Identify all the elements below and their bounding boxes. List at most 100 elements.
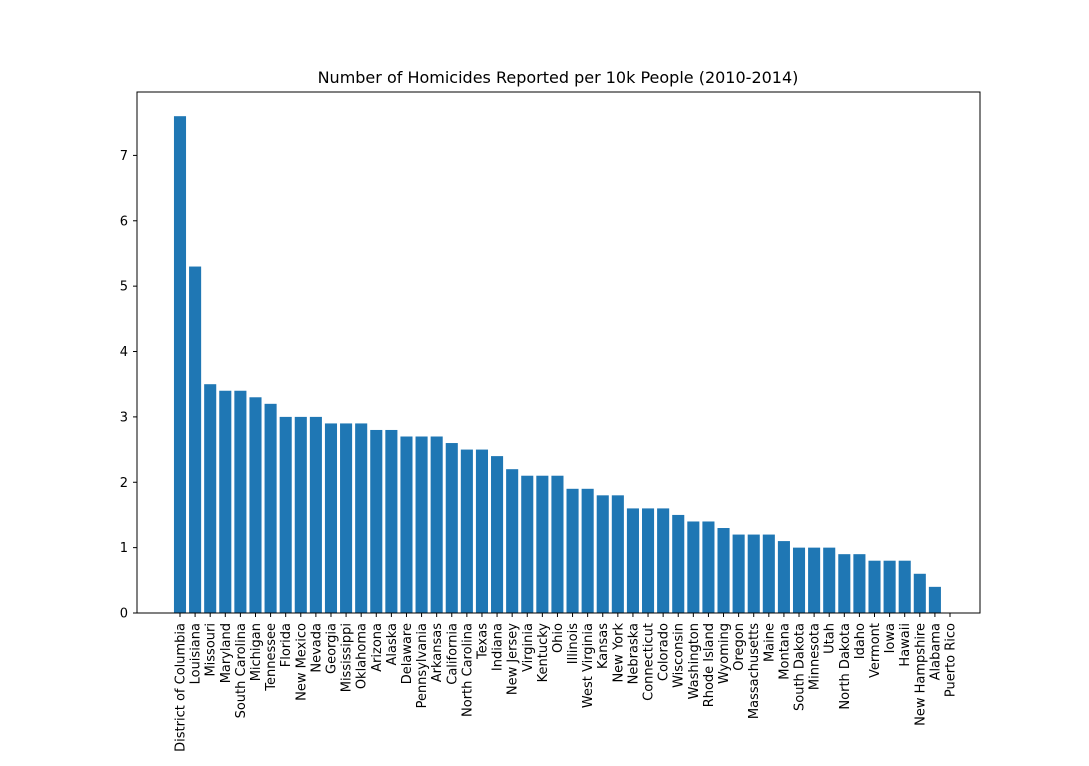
y-axis: 0 1 2 3 4 5 6 7 [120, 149, 137, 622]
bar [536, 475, 549, 613]
bar [491, 456, 504, 613]
y-tick-label: 3 [120, 410, 128, 425]
chart-title: Number of Homicides Reported per 10k Peo… [318, 68, 799, 87]
bar [883, 560, 896, 613]
bar [898, 560, 911, 613]
bar [400, 436, 413, 613]
bar [460, 449, 473, 613]
x-tick-label: Arkansas [430, 623, 445, 682]
bar [204, 384, 217, 613]
x-tick-label: Idaho [853, 623, 868, 659]
bar [611, 495, 624, 613]
x-tick-label: Tennessee [264, 623, 279, 692]
x-tick-label: Michigan [249, 623, 264, 681]
x-tick-label: Wisconsin [672, 623, 687, 688]
x-tick-label: New Mexico [294, 623, 309, 701]
x-tick-label: California [445, 623, 460, 685]
x-tick-label: New Jersey [506, 623, 521, 695]
y-tick-label: 1 [120, 541, 128, 556]
bar [551, 475, 564, 613]
bar [506, 469, 519, 613]
x-tick-label: Alaska [385, 623, 400, 666]
bar [687, 521, 700, 613]
bar [264, 403, 277, 613]
y-tick-label: 2 [120, 476, 128, 491]
x-tick-label: Oklahoma [355, 623, 370, 689]
bar [249, 397, 262, 613]
bar [747, 534, 760, 613]
x-tick-label: Washington [687, 623, 702, 699]
bar [370, 429, 383, 613]
bar [792, 547, 806, 613]
bar [355, 423, 368, 613]
x-tick-label: Arizona [370, 623, 385, 672]
x-tick-label: Missouri [204, 623, 219, 677]
x-tick-label: Massachusetts [747, 623, 762, 719]
bar [415, 436, 428, 613]
bar [566, 488, 579, 613]
bar [309, 416, 322, 613]
x-tick-label: Oregon [732, 623, 747, 671]
x-tick-label: Maine [762, 623, 777, 662]
x-tick-label: Delaware [400, 623, 415, 684]
x-tick-label: North Dakota [838, 623, 853, 710]
x-tick-label: Virginia [521, 623, 536, 672]
bar [642, 508, 655, 613]
bar [219, 390, 232, 613]
bar [913, 573, 926, 613]
bar [173, 116, 187, 613]
bar [777, 541, 790, 613]
bar [430, 436, 443, 613]
bar [279, 416, 292, 613]
x-tick-label: Pennsylvania [415, 623, 430, 708]
bar [324, 423, 338, 613]
bar [657, 508, 670, 613]
x-tick-label: Texas [475, 623, 490, 660]
x-tick-label: Nebraska [626, 623, 641, 684]
x-tick-label: Kansas [596, 623, 611, 669]
y-tick-label: 7 [120, 149, 128, 164]
x-axis: District of Columbia Louisiana Missouri Mar… [174, 613, 959, 752]
x-tick-label: Rhode Island [702, 623, 717, 707]
bar [475, 449, 488, 613]
x-tick-label: Florida [279, 623, 294, 667]
x-tick-label: Mississippi [340, 623, 355, 692]
x-tick-label: New York [611, 623, 626, 683]
x-tick-label: Utah [823, 623, 838, 654]
y-tick-label: 4 [120, 345, 128, 360]
bar [868, 560, 881, 613]
bar [853, 554, 866, 613]
bar [385, 429, 398, 613]
x-tick-label: Louisiana [189, 623, 204, 684]
bar [672, 514, 685, 613]
x-tick-label: Indiana [491, 623, 506, 671]
x-tick-label: Illinois [566, 623, 581, 664]
bar [626, 508, 639, 613]
plot-frame [136, 91, 981, 614]
x-tick-label: Wyoming [717, 623, 732, 684]
y-tick-label: 5 [120, 280, 128, 295]
bars-group [173, 116, 941, 613]
x-tick-label: Maryland [219, 623, 234, 683]
bar [928, 586, 941, 613]
bar [808, 547, 821, 613]
x-tick-label: South Carolina [234, 623, 249, 718]
x-tick-label: Minnesota [808, 623, 823, 690]
x-tick-label: Georgia [324, 623, 339, 674]
y-tick-label: 6 [120, 214, 128, 229]
x-tick-label: Nevada [309, 623, 324, 673]
bar [581, 488, 594, 613]
bar [596, 495, 609, 613]
x-tick-label: Kentucky [536, 623, 551, 683]
bar [234, 390, 247, 613]
bar [762, 534, 775, 613]
bar [189, 266, 202, 613]
x-tick-label: Alabama [928, 623, 943, 680]
x-tick-label: North Carolina [460, 623, 475, 717]
bar [294, 416, 307, 613]
x-tick-label: Puerto Rico [944, 623, 959, 697]
x-tick-label: Ohio [551, 623, 566, 653]
bar [340, 423, 353, 613]
x-tick-label: South Dakota [793, 623, 808, 711]
